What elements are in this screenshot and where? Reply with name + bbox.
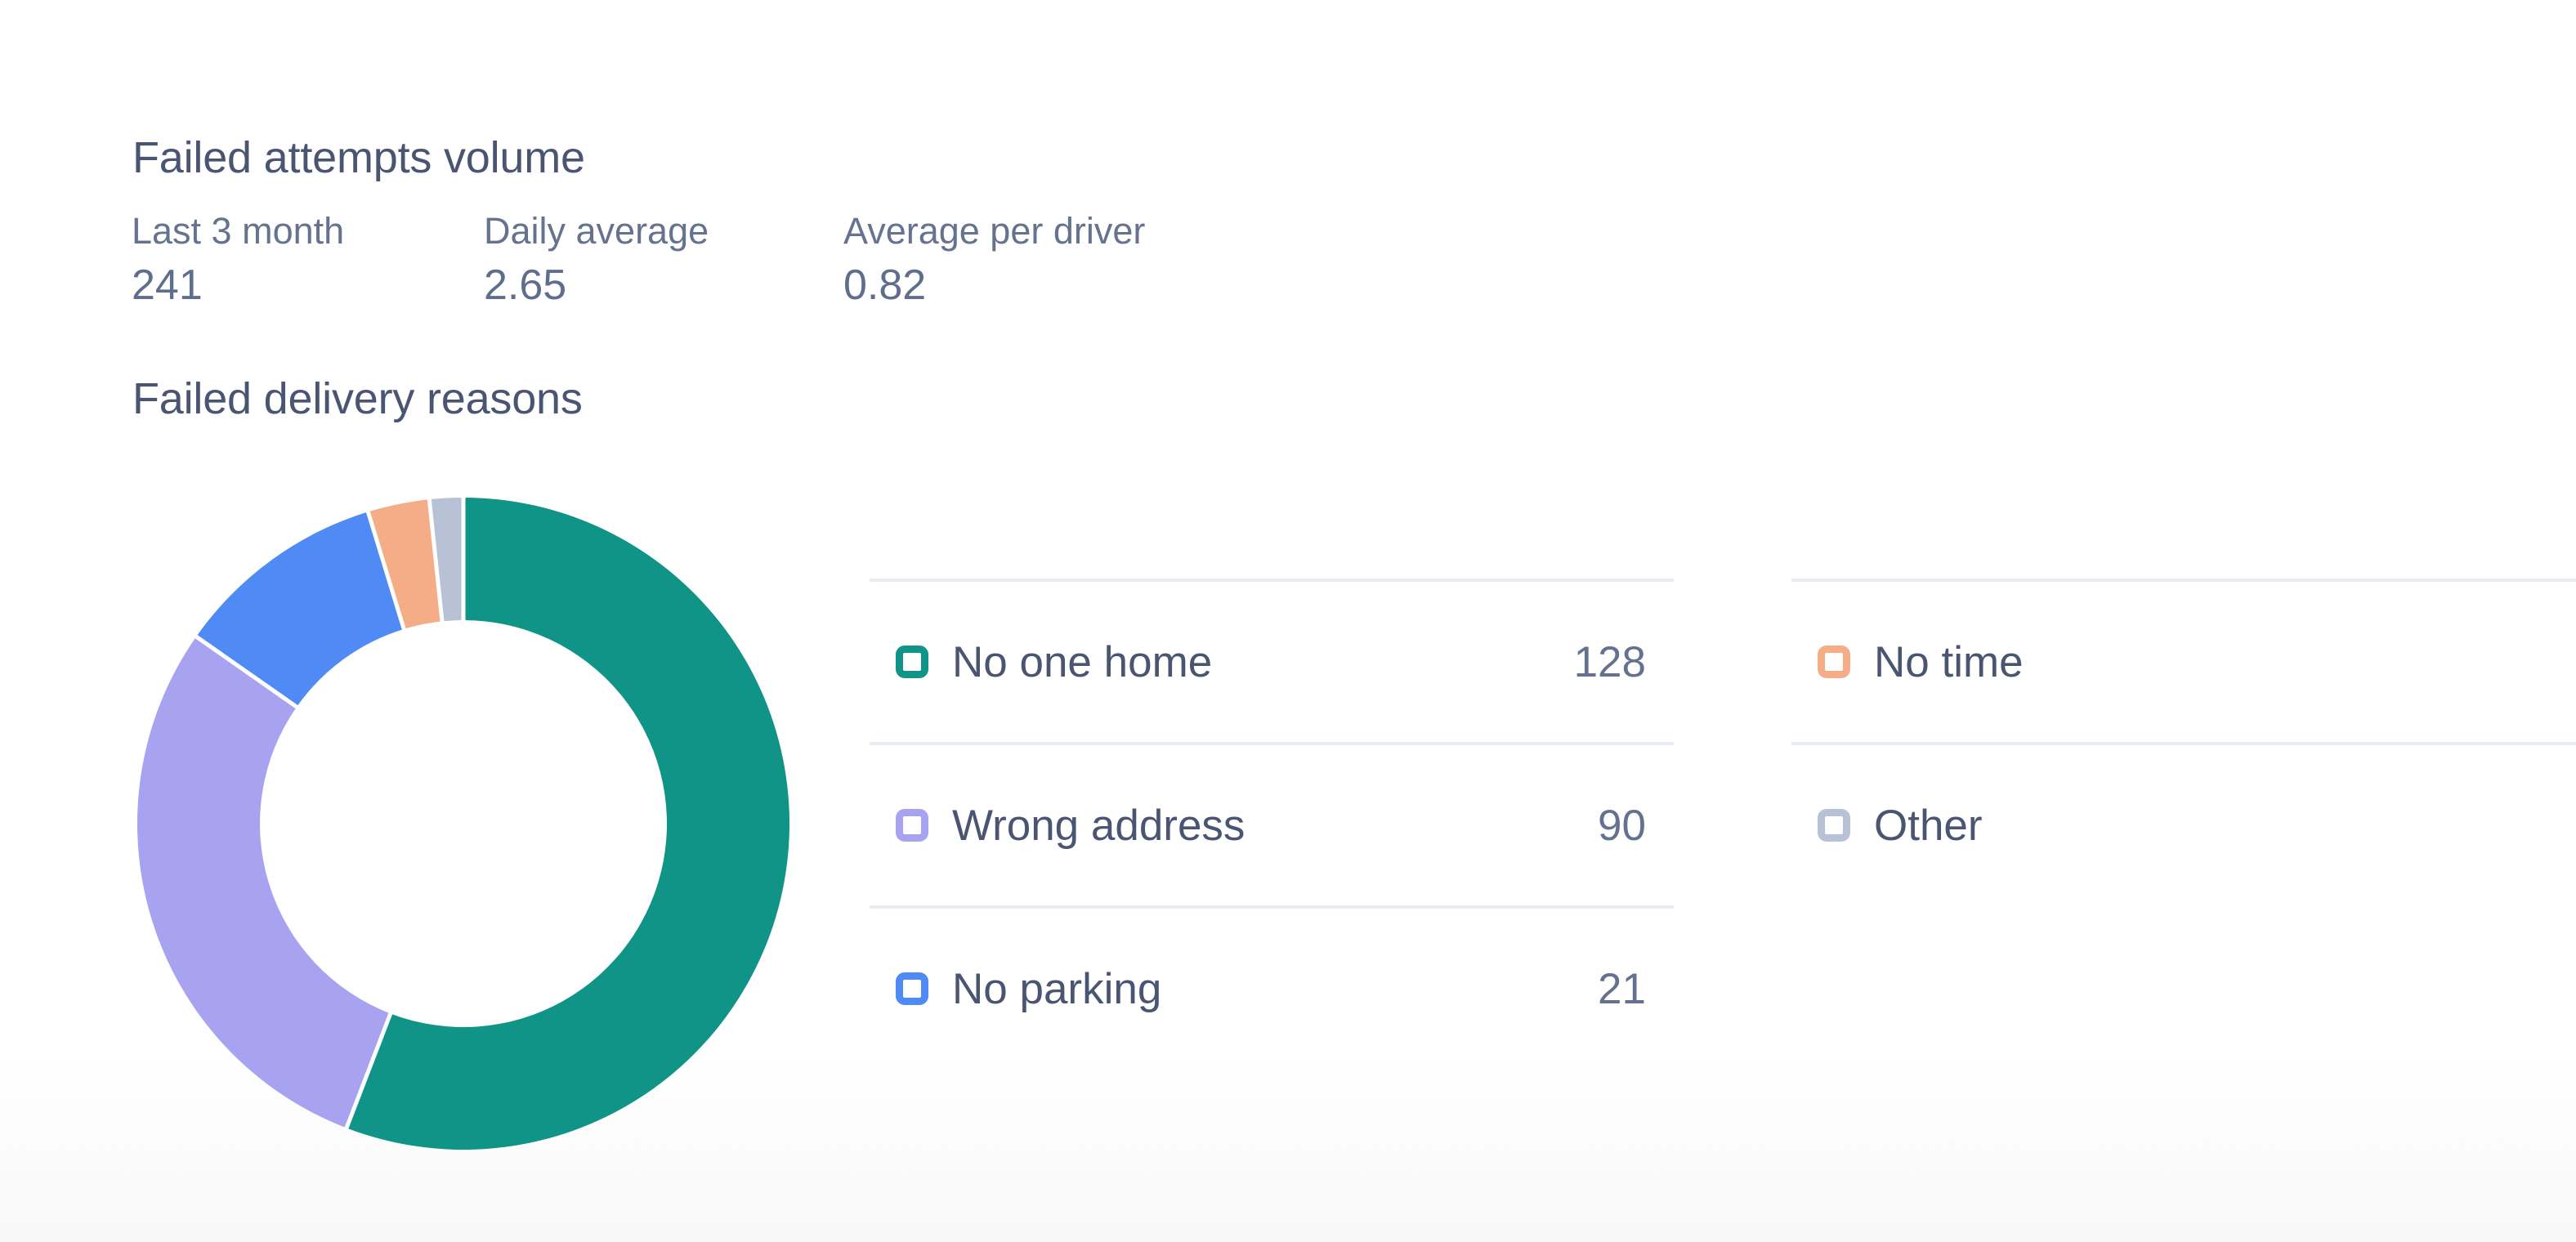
stat-average-per-driver: Average per driver 0.82 xyxy=(843,212,1145,306)
legend-right-column: No time Other xyxy=(1791,579,2576,905)
legend-value: 128 xyxy=(1573,637,1646,686)
donut-slice-no-time[interactable] xyxy=(368,499,442,629)
legend-label: Other xyxy=(1874,801,1983,850)
legend-value: 90 xyxy=(1598,801,1646,850)
failed-delivery-reasons-title: Failed delivery reasons xyxy=(132,374,583,423)
legend-label: No one home xyxy=(952,637,1213,686)
stat-value: 0.82 xyxy=(843,261,927,309)
stat-last-3-month: Last 3 month 241 xyxy=(132,212,344,306)
legend-swatch-icon xyxy=(896,646,928,678)
slice-separator xyxy=(343,1009,394,1133)
legend-value: 21 xyxy=(1598,964,1646,1013)
legend-label: No parking xyxy=(952,964,1162,1013)
legend-label: No time xyxy=(1874,637,2024,686)
donut-slice-no-one-home[interactable] xyxy=(347,498,790,1150)
legend-item-other[interactable]: Other xyxy=(1791,742,2576,905)
legend-item-wrong-address[interactable]: Wrong address 90 xyxy=(870,742,1674,905)
stat-value: 2.65 xyxy=(484,261,567,309)
donut-slice-no-parking[interactable] xyxy=(196,512,405,708)
stat-daily-average: Daily average 2.65 xyxy=(484,212,709,306)
slice-separator xyxy=(427,497,445,625)
slice-separator xyxy=(364,507,407,633)
donut-slice-other[interactable] xyxy=(429,498,463,622)
legend-swatch-icon xyxy=(896,972,928,1005)
legend-left-column: No one home 128 Wrong address 90 No parking 2… xyxy=(870,579,1674,1069)
failed-attempts-volume-title: Failed attempts volume xyxy=(132,133,585,182)
stat-label: Daily average xyxy=(484,210,709,252)
donut-slice-wrong-address[interactable] xyxy=(136,637,391,1128)
legend-swatch-icon xyxy=(1818,646,1850,678)
legend-swatch-icon xyxy=(896,809,928,842)
stat-value: 241 xyxy=(132,261,203,309)
slice-separator xyxy=(192,632,301,711)
legend-swatch-icon xyxy=(1818,809,1850,842)
legend-label: Wrong address xyxy=(952,801,1246,850)
donut-chart xyxy=(136,497,790,1150)
stat-label: Last 3 month xyxy=(132,210,345,252)
legend-item-no-parking[interactable]: No parking 21 xyxy=(870,905,1674,1069)
legend-item-no-one-home[interactable]: No one home 128 xyxy=(870,579,1674,742)
legend-item-no-time[interactable]: No time xyxy=(1791,579,2576,742)
stat-label: Average per driver xyxy=(843,210,1146,252)
